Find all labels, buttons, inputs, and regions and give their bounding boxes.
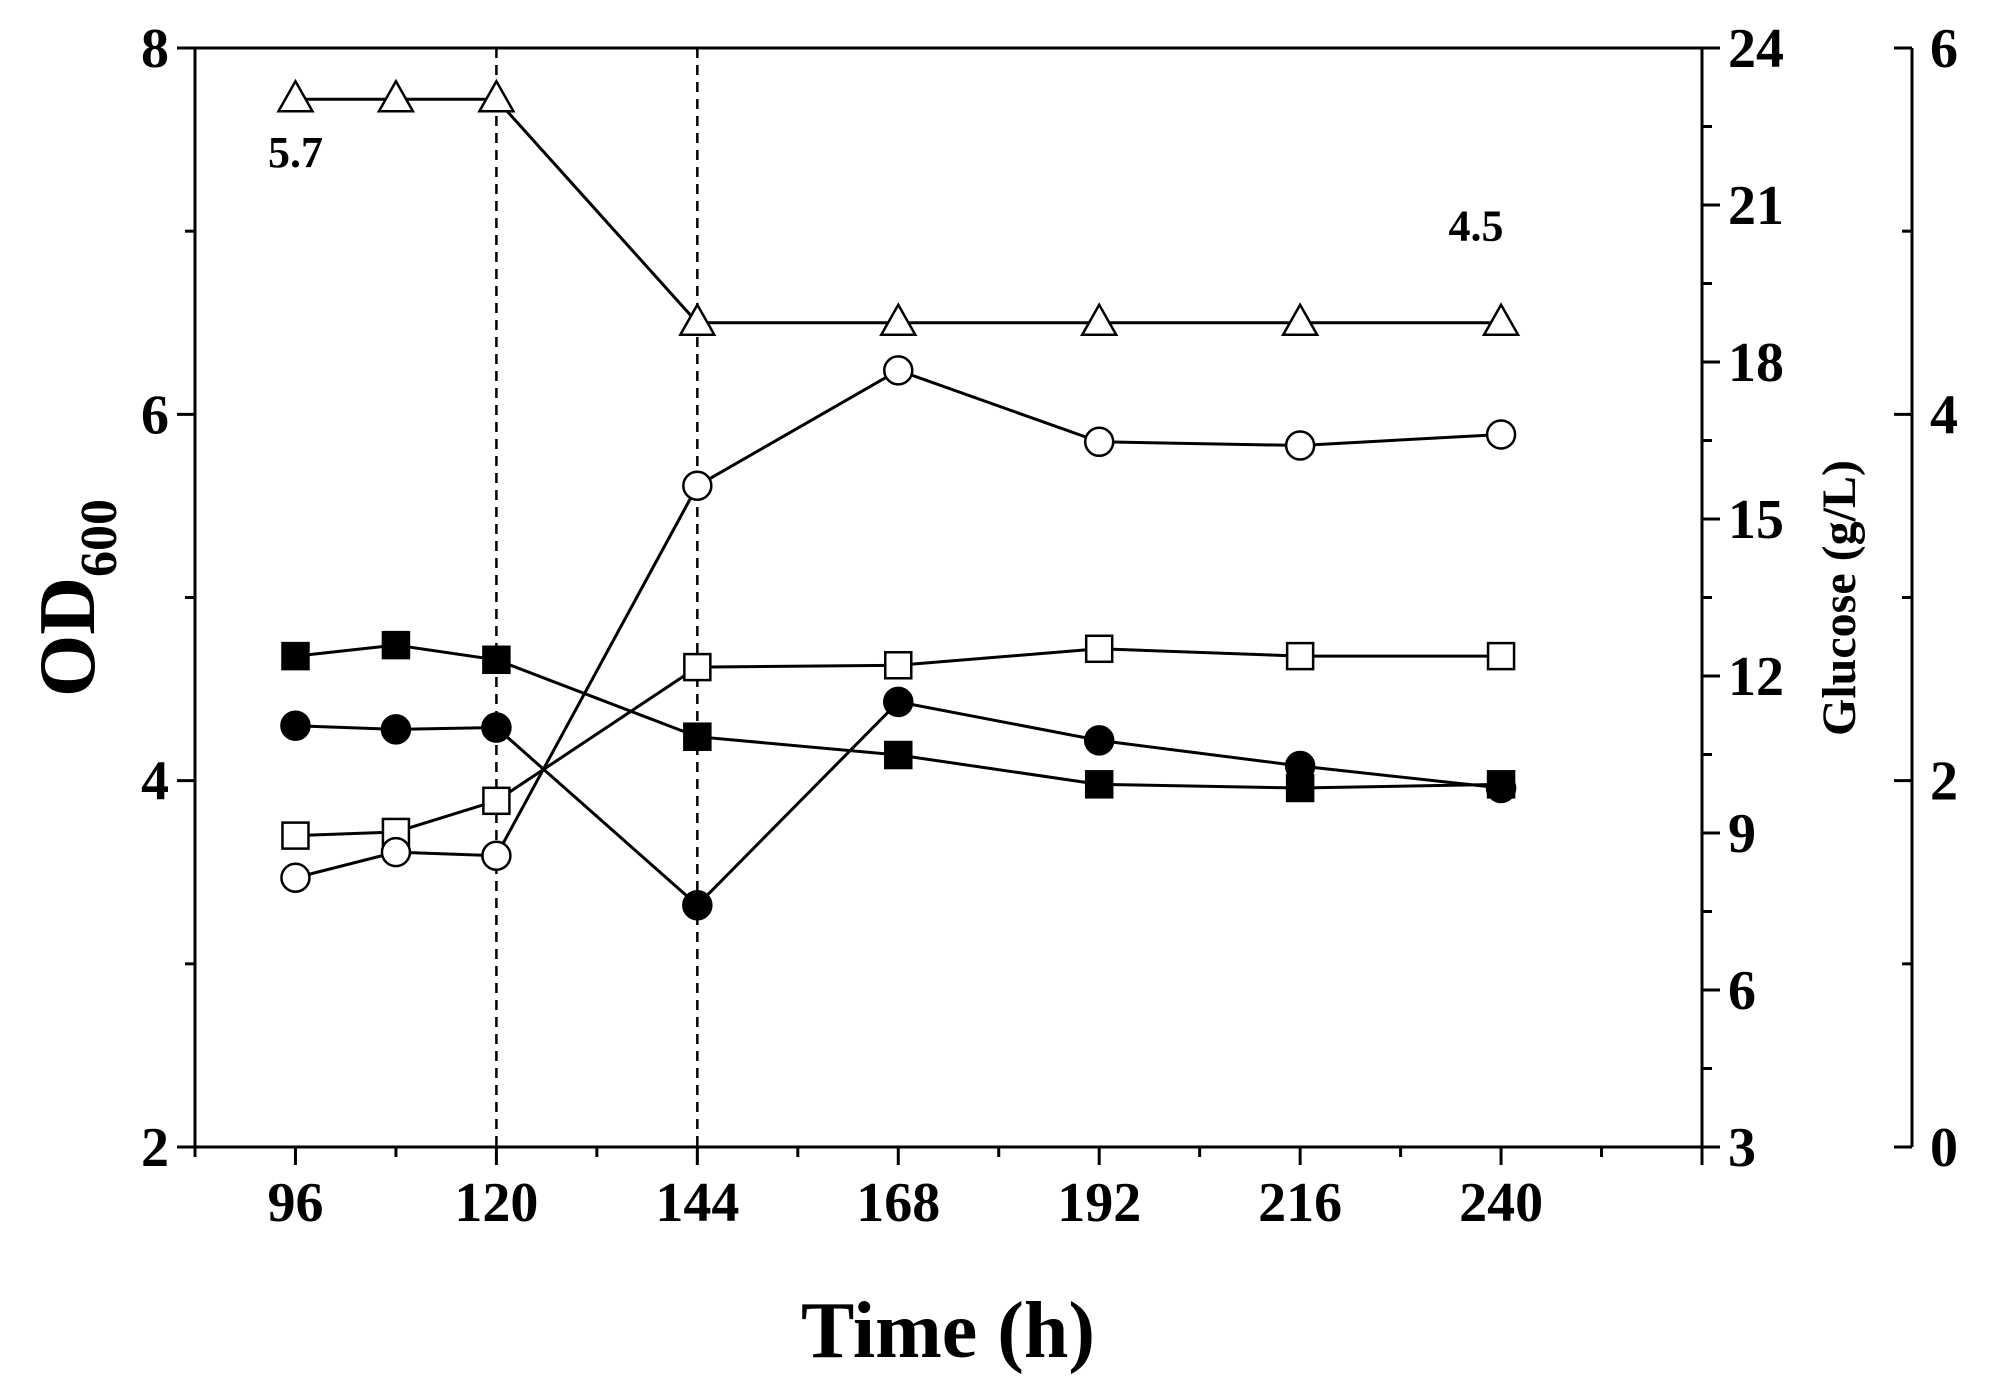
reference-lines xyxy=(495,48,699,1147)
data-point-open-square xyxy=(1285,641,1315,671)
data-point-filled-square xyxy=(1084,770,1114,799)
data-point-open-circle xyxy=(380,836,412,868)
x-tick-label: 192 xyxy=(1057,1172,1141,1234)
x-tick-label: 240 xyxy=(1459,1172,1543,1234)
data-point-open-square xyxy=(1084,634,1114,664)
x-tick-label: 96 xyxy=(267,1172,323,1234)
series-line-open-square xyxy=(295,647,1502,838)
data-point-open-triangle xyxy=(1080,302,1119,336)
data-point-filled-square xyxy=(683,722,712,751)
left-tick-label: 2 xyxy=(141,1117,169,1179)
series-line-open-circle xyxy=(295,368,1502,880)
series-line-filled-square xyxy=(295,643,1502,790)
data-point-open-triangle xyxy=(678,302,717,336)
data-point-open-triangle xyxy=(1280,302,1320,336)
glucose-axis-title: Glucose (g/L) xyxy=(1813,460,1866,736)
series-lines xyxy=(295,97,1502,908)
data-point-filled-circle xyxy=(1284,750,1316,782)
data-point-open-triangle xyxy=(1481,302,1521,336)
data-point-open-circle xyxy=(1485,419,1517,450)
right-tick-label: 4 xyxy=(1930,384,1958,446)
data-point-open-triangle xyxy=(477,78,516,113)
y-axis-title: OD600 xyxy=(24,499,128,697)
data-point-filled-circle xyxy=(380,714,412,745)
data-point-open-circle xyxy=(1284,430,1316,461)
data-point-open-square xyxy=(1486,641,1516,671)
left-tick-label: 6 xyxy=(141,384,169,446)
data-point-open-triangle xyxy=(879,302,918,336)
annotation-a2: 4.5 xyxy=(1448,201,1503,250)
left-tick-label: 4 xyxy=(141,751,169,813)
data-point-filled-square xyxy=(482,645,511,675)
series-line-open-triangle xyxy=(295,97,1502,325)
right-tick-label: 6 xyxy=(1930,18,1958,80)
right-tick-label: 2 xyxy=(1930,751,1958,813)
data-point-open-square xyxy=(482,786,511,816)
annotations: 5.7 4.5 xyxy=(268,128,1503,250)
glucose-tick-label: 21 xyxy=(1728,175,1784,237)
y-axis-title-main: OD xyxy=(24,577,112,697)
glucose-tick-label: 12 xyxy=(1728,646,1784,708)
annotation-a1: 5.7 xyxy=(268,128,323,177)
data-point-filled-circle xyxy=(481,712,512,743)
data-point-open-circle xyxy=(481,840,512,872)
data-point-open-circle xyxy=(883,355,914,386)
right-tick-label: 0 xyxy=(1930,1117,1958,1179)
glucose-tick-label: 6 xyxy=(1728,960,1756,1022)
data-point-open-square xyxy=(281,821,310,850)
data-point-open-circle xyxy=(682,470,713,502)
data-point-open-circle xyxy=(280,862,311,893)
x-tick-label: 168 xyxy=(856,1172,940,1234)
glucose-tick-label: 18 xyxy=(1728,332,1784,394)
glucose-tick-label: 15 xyxy=(1728,489,1784,551)
x-tick-label: 144 xyxy=(655,1172,739,1234)
data-point-open-square xyxy=(683,652,712,682)
data-point-filled-circle xyxy=(1485,772,1517,804)
data-point-open-triangle xyxy=(276,78,315,113)
data-point-filled-circle xyxy=(280,710,311,741)
x-tick-label: 120 xyxy=(454,1172,538,1234)
data-point-open-triangle xyxy=(376,78,416,113)
glucose-tick-label: 3 xyxy=(1728,1117,1756,1179)
right-axis-ticks: 0 2 4 6 xyxy=(1894,18,1958,1179)
left-axis-ticks: 2 4 6 8 xyxy=(141,18,195,1179)
glucose-axis-ticks: 3 6 9 12 15 18 21 24 xyxy=(1702,18,1784,1179)
left-tick-label: 8 xyxy=(141,18,169,80)
data-point-filled-square xyxy=(884,740,913,770)
series-markers xyxy=(276,78,1521,921)
data-point-open-circle xyxy=(1083,426,1115,458)
series-line-filled-circle xyxy=(295,700,1502,908)
data-point-filled-circle xyxy=(883,686,914,718)
glucose-tick-label: 9 xyxy=(1728,803,1756,865)
x-tick-label: 216 xyxy=(1258,1172,1342,1234)
data-point-filled-circle xyxy=(682,889,713,921)
y-axis-title-subscript: 600 xyxy=(71,499,128,577)
data-point-filled-square xyxy=(381,630,411,660)
data-point-filled-square xyxy=(281,641,310,671)
x-axis-ticks: 96 120 144 168 192 216 240 xyxy=(193,1147,1704,1234)
x-axis-title: Time (h) xyxy=(801,1287,1095,1375)
data-point-filled-circle xyxy=(1083,725,1115,756)
data-point-open-square xyxy=(884,651,913,680)
glucose-tick-label: 24 xyxy=(1728,18,1784,80)
